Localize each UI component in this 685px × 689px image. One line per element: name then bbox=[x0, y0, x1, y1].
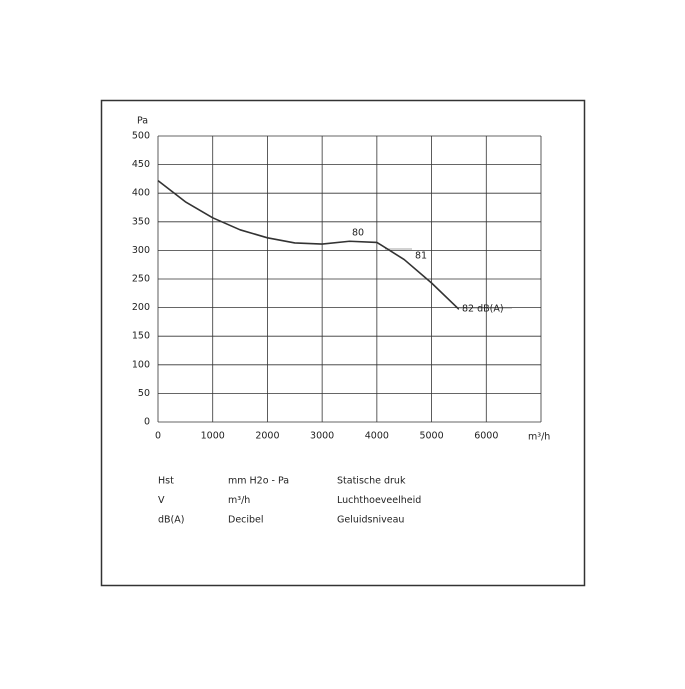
y-tick-label: 150 bbox=[132, 331, 150, 342]
y-tick-label: 350 bbox=[132, 216, 150, 227]
x-tick-label: 0 bbox=[155, 431, 161, 442]
legend-cell: Statische druk bbox=[337, 476, 406, 487]
legend-cell: Hst bbox=[158, 476, 174, 487]
annotation: 80 bbox=[352, 228, 364, 239]
y-tick-label: 250 bbox=[132, 274, 150, 285]
x-tick-label: 6000 bbox=[474, 431, 498, 442]
y-tick-label: 50 bbox=[138, 388, 150, 399]
annotation: 81 bbox=[415, 251, 427, 262]
annotation: 82 dB(A) bbox=[462, 304, 504, 315]
legend-cell: Decibel bbox=[228, 515, 264, 526]
legend-cell: Geluidsniveau bbox=[337, 515, 404, 526]
y-tick-label: 200 bbox=[132, 302, 150, 313]
x-tick-label: 3000 bbox=[310, 431, 334, 442]
legend-cell: dB(A) bbox=[158, 515, 184, 526]
y-tick-label: 100 bbox=[132, 359, 150, 370]
curve bbox=[157, 179, 460, 310]
y-axis-label: Pa bbox=[137, 116, 148, 127]
x-axis-label: m³/h bbox=[528, 432, 550, 443]
y-tick-label: 500 bbox=[132, 131, 150, 142]
legend-cell: m³/h bbox=[228, 495, 250, 506]
legend-cell: Luchthoeveelheid bbox=[337, 495, 421, 506]
y-tick-label: 450 bbox=[132, 159, 150, 170]
y-tick-label: 400 bbox=[132, 188, 150, 199]
x-tick-label: 2000 bbox=[255, 431, 279, 442]
legend-cell: mm H2o - Pa bbox=[228, 476, 289, 487]
x-tick-label: 1000 bbox=[201, 431, 225, 442]
x-tick-label: 4000 bbox=[365, 431, 389, 442]
legend-cell: V bbox=[158, 495, 165, 506]
x-tick-label: 5000 bbox=[419, 431, 443, 442]
y-tick-label: 0 bbox=[144, 417, 150, 428]
frame bbox=[100, 99, 586, 587]
y-tick-label: 300 bbox=[132, 245, 150, 256]
